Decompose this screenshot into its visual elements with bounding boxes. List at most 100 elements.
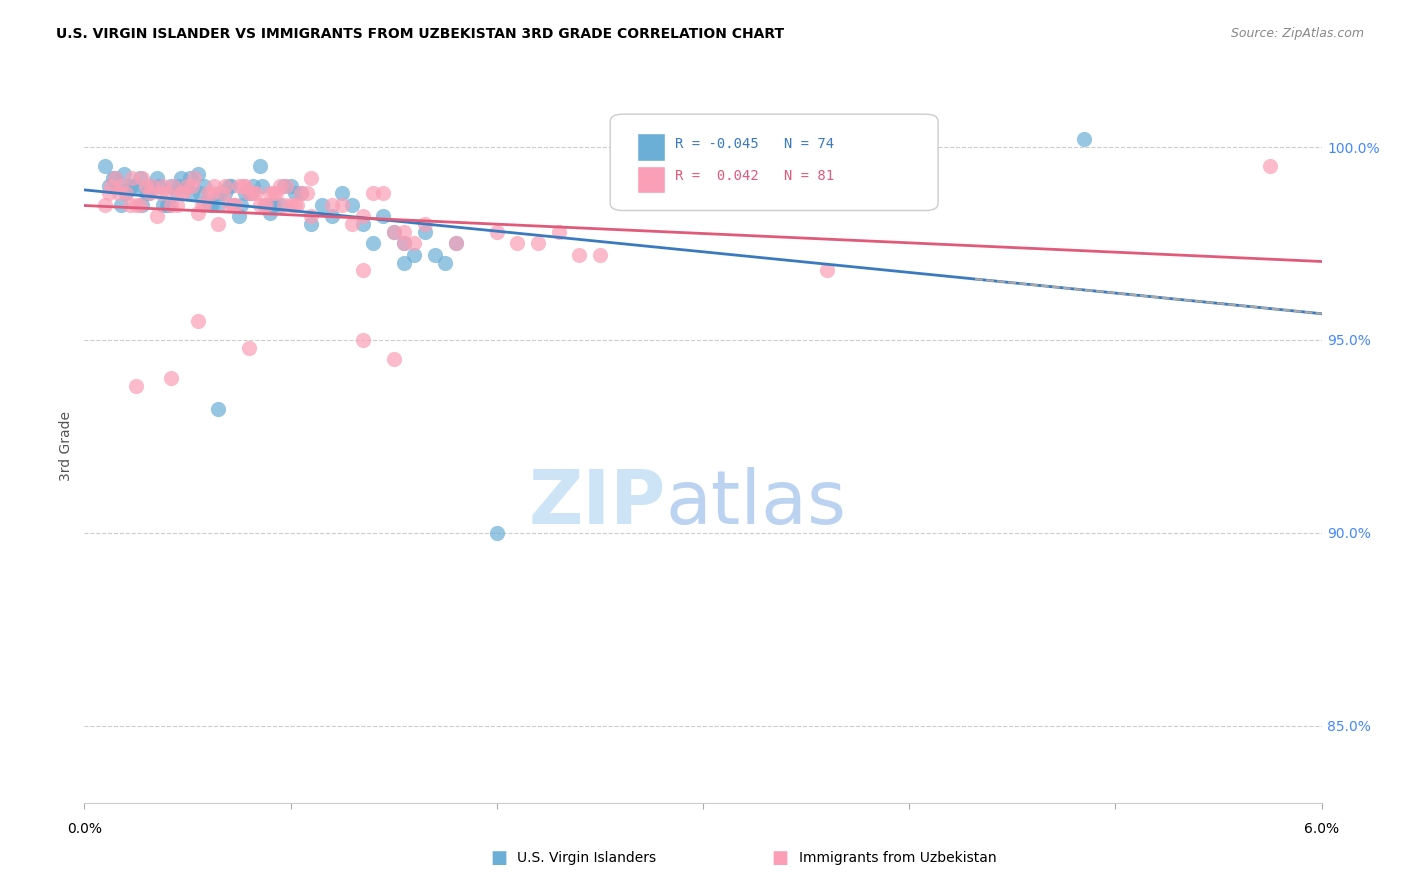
Point	[238, 186, 260, 201]
Point	[148, 178, 170, 193]
Point	[187, 167, 209, 181]
Point	[125, 198, 148, 212]
Point	[207, 217, 229, 231]
Point	[207, 198, 229, 212]
Point	[166, 186, 188, 201]
Point	[361, 236, 384, 251]
Point	[187, 313, 209, 327]
Text: U.S. VIRGIN ISLANDER VS IMMIGRANTS FROM UZBEKISTAN 3RD GRADE CORRELATION CHART: U.S. VIRGIN ISLANDER VS IMMIGRANTS FROM …	[56, 27, 785, 41]
Point	[187, 205, 209, 219]
Point	[110, 198, 132, 212]
Text: ZIP: ZIP	[529, 467, 666, 540]
Point	[254, 198, 277, 212]
Point	[242, 186, 264, 201]
Point	[330, 186, 353, 201]
Point	[197, 194, 219, 208]
Text: atlas: atlas	[666, 467, 846, 540]
Point	[253, 198, 276, 212]
Point	[110, 178, 132, 193]
Point	[382, 225, 405, 239]
Point	[284, 198, 307, 212]
Point	[273, 178, 295, 193]
Point	[135, 186, 157, 201]
Point	[170, 186, 193, 201]
Point	[94, 159, 117, 173]
Point	[129, 198, 152, 212]
Point	[250, 178, 273, 193]
Point	[527, 236, 550, 251]
Point	[392, 256, 415, 270]
Point	[156, 186, 179, 201]
Point	[382, 225, 405, 239]
Point	[269, 178, 291, 193]
Point	[352, 263, 374, 277]
Point	[242, 178, 264, 193]
Point	[815, 263, 838, 277]
Point	[404, 236, 426, 251]
Point	[233, 178, 256, 193]
Point	[280, 178, 302, 193]
Point	[321, 198, 343, 212]
Point	[218, 198, 240, 212]
Text: ■: ■	[772, 849, 789, 867]
Text: ■: ■	[491, 849, 508, 867]
Point	[201, 198, 224, 212]
Point	[183, 170, 205, 185]
Point	[188, 186, 211, 201]
Point	[284, 186, 307, 201]
Point	[352, 210, 374, 224]
Point	[198, 198, 221, 212]
Point	[361, 186, 384, 201]
Point	[589, 248, 612, 262]
Point	[264, 186, 287, 201]
Point	[207, 402, 229, 417]
Bar	[637, 166, 665, 193]
Point	[423, 248, 446, 262]
Point	[269, 198, 291, 212]
Point	[121, 178, 143, 193]
Point	[152, 178, 174, 193]
Point	[218, 178, 240, 193]
Point	[276, 178, 298, 193]
Point	[392, 236, 415, 251]
Point	[118, 198, 141, 212]
Point	[197, 186, 219, 201]
Point	[139, 178, 162, 193]
Point	[299, 210, 322, 224]
Point	[125, 178, 148, 193]
Point	[219, 178, 242, 193]
Point	[392, 236, 415, 251]
Point	[176, 178, 198, 193]
Point	[299, 217, 322, 231]
Point	[141, 178, 163, 193]
Point	[404, 248, 426, 262]
Point	[232, 178, 254, 193]
Point	[222, 198, 245, 212]
Point	[160, 371, 183, 385]
Point	[180, 178, 202, 193]
Point	[373, 210, 395, 224]
Point	[129, 170, 152, 185]
Point	[139, 186, 162, 201]
Point	[157, 198, 180, 212]
Point	[290, 186, 312, 201]
Point	[104, 170, 127, 185]
Point	[135, 178, 157, 193]
Text: 6.0%: 6.0%	[1305, 822, 1339, 836]
Point	[240, 186, 263, 201]
Point	[104, 170, 127, 185]
Point	[98, 178, 121, 193]
Point	[444, 236, 467, 251]
Point	[103, 170, 125, 185]
Y-axis label: 3rd Grade: 3rd Grade	[59, 411, 73, 481]
Text: Immigrants from Uzbekistan: Immigrants from Uzbekistan	[799, 851, 997, 865]
Point	[193, 178, 215, 193]
Point	[112, 167, 135, 181]
Point	[166, 198, 188, 212]
Point	[1073, 132, 1095, 146]
Point	[434, 256, 457, 270]
Point	[290, 186, 312, 201]
Point	[193, 198, 215, 212]
Point	[233, 186, 256, 201]
Point	[485, 525, 508, 540]
